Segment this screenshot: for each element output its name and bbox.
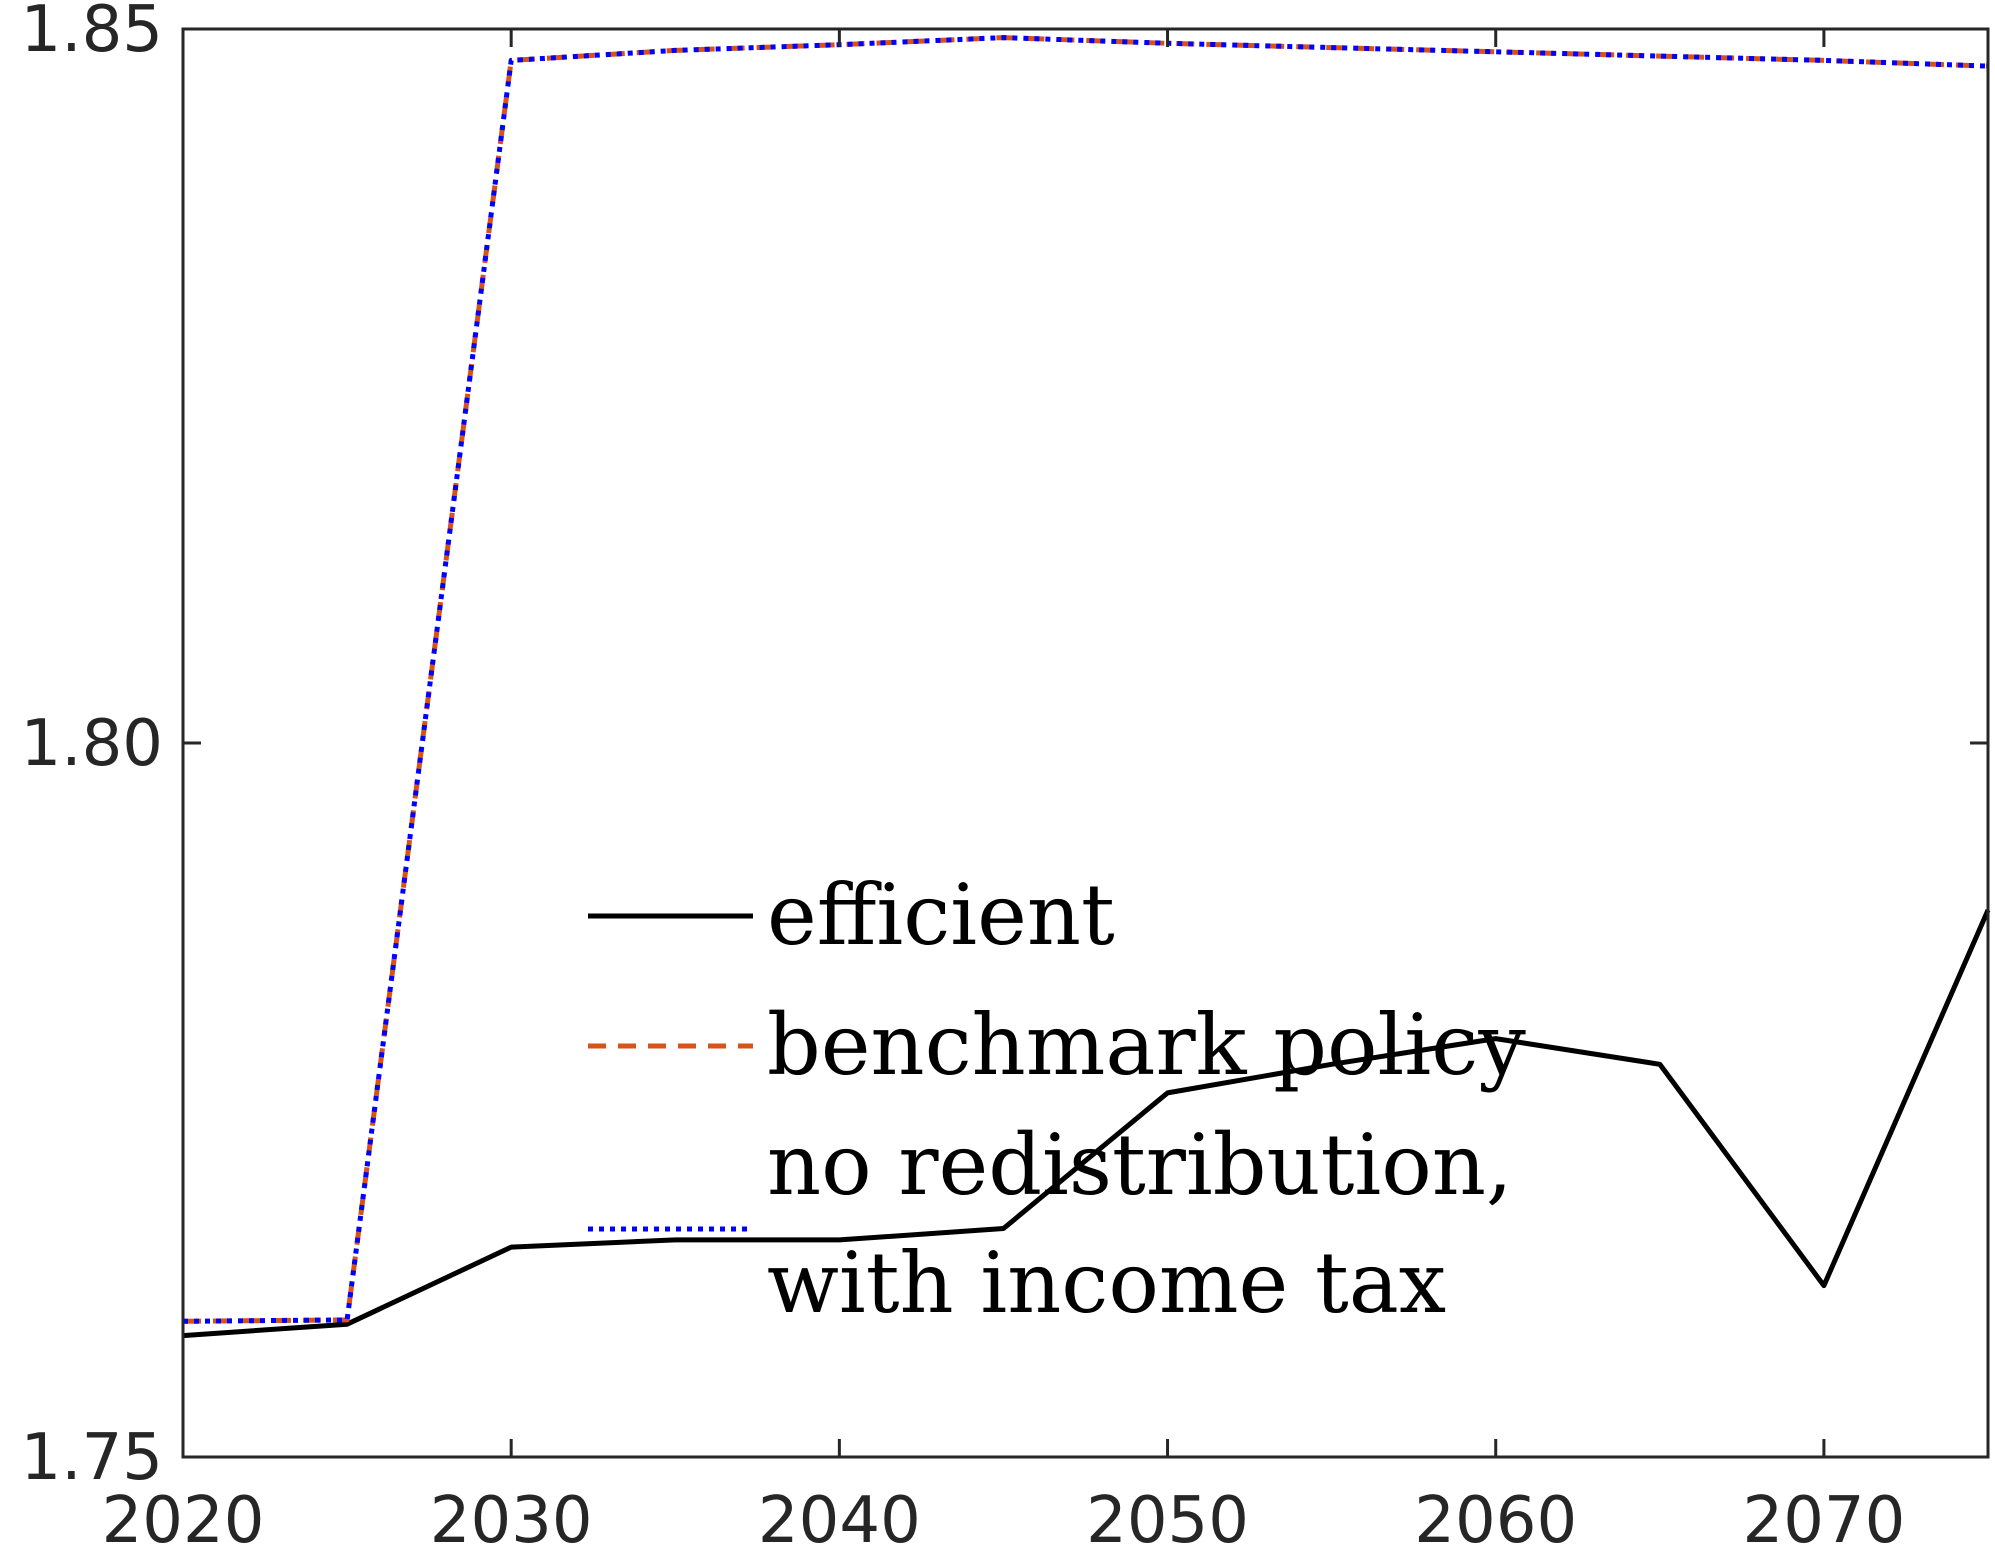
x-tick-label: 2030 — [430, 1484, 593, 1554]
series-line-0 — [182, 909, 1991, 1339]
x-axis: 2020 2030 2040 2050 2060 2070 — [102, 29, 1905, 1554]
y-tick-label: 1.80 — [21, 707, 164, 781]
series-line-2 — [182, 35, 1989, 1324]
x-tick-label: 2060 — [1414, 1484, 1577, 1554]
y-axis: 1.75 1.80 1.85 — [21, 0, 1988, 1495]
x-tick-label: 2020 — [102, 1484, 265, 1554]
legend-label-1: benchmark policy — [767, 996, 1526, 1094]
legend-label-2: with income tax — [767, 1234, 1446, 1332]
x-tick-label: 2040 — [758, 1484, 921, 1554]
x-tick-label: 2070 — [1742, 1484, 1905, 1554]
y-tick-label: 1.75 — [21, 1421, 164, 1495]
x-tick-label: 2050 — [1086, 1484, 1249, 1554]
plot-lines — [182, 35, 1991, 1339]
legend-label-2: no redistribution, — [767, 1116, 1513, 1214]
y-tick-label: 1.85 — [21, 0, 164, 67]
legend: efficient benchmark policy no redistributi… — [588, 866, 1526, 1332]
legend-label-0: efficient — [767, 866, 1115, 964]
